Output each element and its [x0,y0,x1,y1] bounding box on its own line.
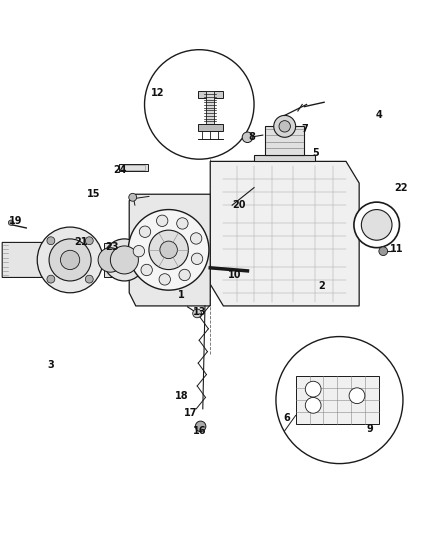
Circle shape [274,115,296,138]
Polygon shape [265,126,304,155]
Circle shape [159,273,170,285]
Bar [122,165,145,169]
Text: 3: 3 [47,360,54,370]
Circle shape [60,251,80,270]
Circle shape [379,247,388,255]
Polygon shape [210,161,359,306]
Circle shape [85,237,93,245]
Circle shape [54,251,73,270]
Circle shape [191,253,203,264]
Bar [296,376,379,424]
Circle shape [110,246,138,274]
Text: 4: 4 [375,110,382,120]
Circle shape [103,239,145,281]
Text: 7: 7 [301,124,308,134]
Circle shape [279,120,290,132]
Text: 24: 24 [114,165,127,175]
Text: 9: 9 [367,424,374,433]
Circle shape [85,275,93,283]
Text: 11: 11 [390,244,403,254]
Circle shape [47,237,55,245]
Text: 16: 16 [193,426,206,436]
Circle shape [193,309,201,318]
Circle shape [133,246,145,257]
Text: 18: 18 [175,391,189,401]
Circle shape [242,132,253,142]
Polygon shape [129,194,210,306]
Text: 12: 12 [151,88,164,99]
Circle shape [177,218,188,229]
Circle shape [141,264,152,276]
Bar [198,91,223,98]
Circle shape [305,381,321,397]
Circle shape [179,269,191,281]
Circle shape [156,215,168,227]
Bar [198,124,223,131]
Text: 15: 15 [88,189,101,199]
Circle shape [160,241,177,259]
Text: 17: 17 [184,408,197,418]
Circle shape [139,226,151,237]
Circle shape [195,421,206,432]
Text: 21: 21 [74,237,88,247]
Polygon shape [254,155,315,161]
Circle shape [276,336,403,464]
Polygon shape [104,243,116,277]
Bar [119,164,148,171]
Circle shape [305,398,321,413]
Text: 20: 20 [232,200,245,210]
Circle shape [37,227,103,293]
Circle shape [129,193,137,201]
Text: 8: 8 [248,132,255,142]
Circle shape [361,209,392,240]
Text: 19: 19 [9,215,22,225]
Text: 22: 22 [394,183,407,192]
Text: 23: 23 [105,242,118,252]
Text: 13: 13 [193,308,206,318]
Circle shape [128,209,209,290]
Circle shape [149,230,188,270]
Circle shape [98,248,123,272]
Circle shape [191,233,202,244]
Text: 5: 5 [312,148,319,158]
Circle shape [8,220,14,225]
Text: 1: 1 [178,290,185,300]
Text: 10: 10 [228,270,241,280]
Text: 2: 2 [318,281,325,291]
Polygon shape [2,243,68,278]
Circle shape [354,202,399,248]
Bar [206,91,214,124]
Circle shape [349,388,365,403]
Circle shape [145,50,254,159]
Text: 6: 6 [283,413,290,423]
Circle shape [49,239,91,281]
Circle shape [47,275,55,283]
